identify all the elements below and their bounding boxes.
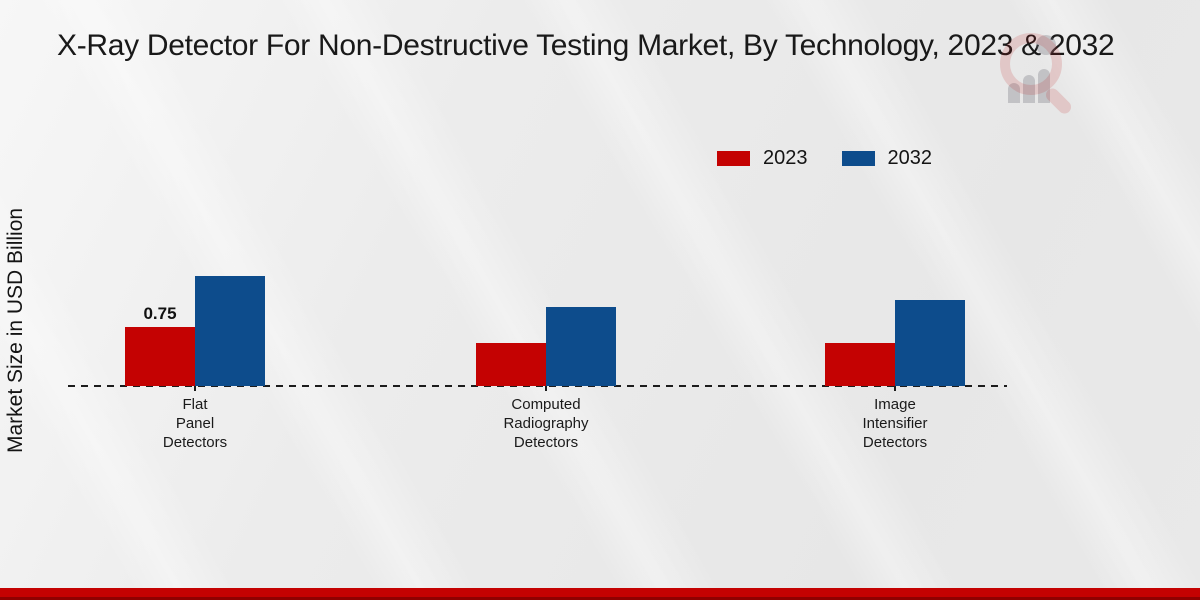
category-label: Flat Panel Detectors (162, 396, 228, 451)
bar-2023-2 (476, 342, 546, 386)
logo-bar-icon (1008, 83, 1020, 103)
footer-strip (0, 588, 1200, 600)
logo-bar-icon (1023, 75, 1035, 103)
x-axis-tick (545, 386, 547, 391)
legend-item-2032: 2032 (841, 147, 933, 170)
x-axis-tick (194, 386, 196, 391)
bar-2032-3 (895, 299, 965, 386)
legend-label-2023: 2023 (763, 147, 808, 169)
legend-label-2032: 2032 (887, 147, 933, 169)
magnifier-handle-icon (1043, 85, 1074, 117)
y-axis-label: Market Size in USD Billion (4, 207, 27, 453)
bar-value-label: 0.75 (143, 304, 177, 323)
bar-2023-3 (825, 342, 895, 386)
category-label: Computed Radiography Detectors (503, 396, 589, 451)
legend-item-2023: 2023 (717, 147, 808, 170)
legend: 2023 2032 (717, 147, 932, 170)
x-axis-tick (894, 386, 896, 391)
legend-swatch-2032 (841, 151, 875, 166)
bar-2032-2 (546, 307, 616, 386)
bar-2023-1 (125, 327, 195, 386)
bar-2032-1 (195, 275, 265, 386)
chart-title: X-Ray Detector For Non-Destructive Testi… (57, 29, 1115, 62)
plot-area: Flat Panel Detectors Computed Radiography… (68, 0, 1007, 451)
category-label: Image Intensifier Detectors (862, 396, 928, 451)
legend-swatch-2023 (717, 151, 750, 166)
logo-bar-icon (1038, 69, 1050, 103)
zero-baseline (68, 385, 1007, 387)
